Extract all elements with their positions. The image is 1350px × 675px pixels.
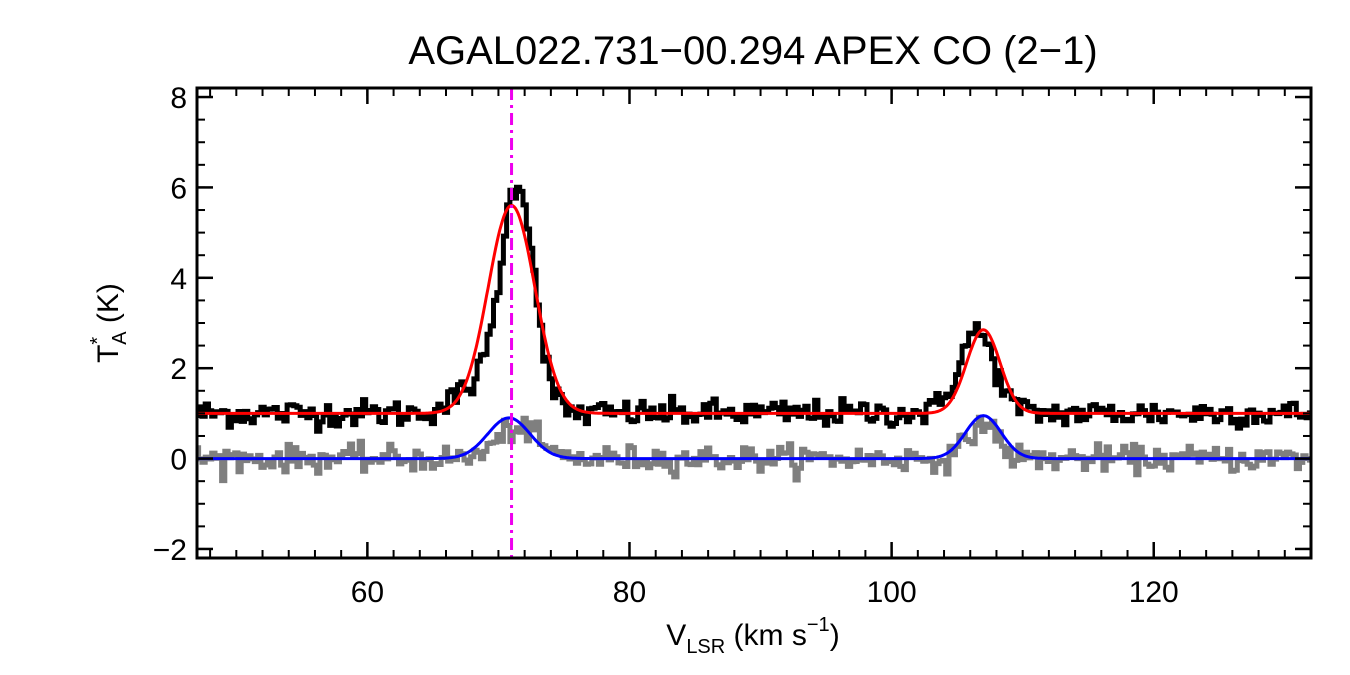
plot-frame	[195, 86, 1313, 560]
series-1-step-trace	[197, 414, 1311, 484]
chart-title: AGAL022.731−00.294 APEX CO (2−1)	[408, 29, 1097, 73]
series-layer	[197, 184, 1311, 484]
y-tick-label: −2	[153, 534, 187, 567]
y-tick-label: 6	[170, 172, 187, 205]
y-tick-label: 0	[170, 444, 187, 477]
y-axis-label: T*A (K)	[87, 283, 131, 363]
y-tick-label: 4	[170, 263, 187, 296]
axes-layer	[195, 86, 1313, 560]
y-tick-label: 2	[170, 353, 187, 386]
series-2-fit-line	[197, 203, 1311, 415]
tick-labels: 60 80 100 120 −2 0 2 4 6 8	[153, 82, 1179, 609]
y-tick-label: 8	[170, 82, 187, 115]
x-tick-label: 100	[867, 576, 917, 609]
series-0-step-trace	[197, 184, 1311, 434]
x-tick-label: 60	[351, 576, 384, 609]
x-tick-label: 80	[613, 576, 646, 609]
x-tick-label: 120	[1129, 576, 1179, 609]
series-3-fit-line	[197, 414, 1311, 461]
x-axis-label: VLSR (km s−1)	[666, 614, 839, 658]
